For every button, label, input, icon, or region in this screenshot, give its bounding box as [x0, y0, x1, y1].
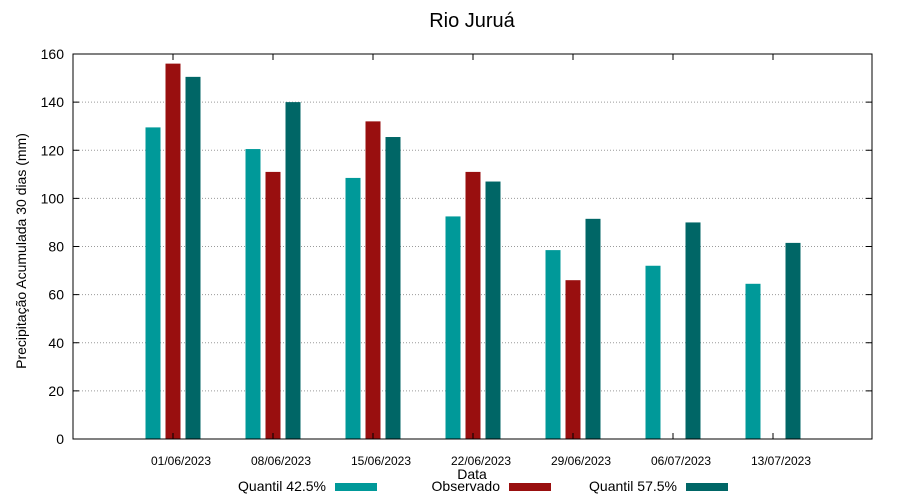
bar — [165, 63, 181, 439]
bar — [445, 216, 461, 439]
bar — [585, 218, 601, 439]
bar — [545, 250, 561, 439]
x-tick-label: 06/07/2023 — [651, 454, 711, 468]
y-tick-label: 20 — [48, 383, 64, 399]
bar — [145, 127, 161, 439]
x-tick-label: 29/06/2023 — [551, 454, 611, 468]
bar — [645, 265, 661, 439]
bar — [285, 102, 301, 439]
chart-title: Rio Juruá — [429, 10, 515, 32]
bar — [745, 283, 761, 439]
bar — [185, 76, 201, 439]
bar — [785, 242, 801, 439]
y-tick-label: 0 — [56, 431, 64, 447]
x-tick-label: 15/06/2023 — [351, 454, 411, 468]
bar — [365, 121, 381, 439]
legend-swatch — [686, 483, 728, 491]
bar — [565, 280, 581, 439]
y-tick-label: 100 — [41, 190, 65, 206]
x-axis-label: Data — [457, 466, 487, 482]
y-tick-label: 40 — [48, 335, 64, 351]
legend: Quantil 42.5% Observado Quantil 57.5% — [238, 478, 728, 494]
x-tick-label: 13/07/2023 — [751, 454, 811, 468]
x-tick-label: 01/06/2023 — [151, 454, 211, 468]
y-tick-label: 140 — [41, 94, 65, 110]
bar — [465, 171, 481, 439]
bar — [385, 137, 401, 439]
legend-swatch — [335, 483, 377, 491]
bar — [265, 171, 281, 439]
bar — [685, 222, 701, 439]
bars — [145, 63, 801, 439]
legend-label: Quantil 42.5% — [238, 478, 326, 494]
y-tick-label: 160 — [41, 46, 65, 62]
bar — [485, 181, 501, 439]
x-tick-label: 22/06/2023 — [451, 454, 511, 468]
x-tick-label: 08/06/2023 — [251, 454, 311, 468]
legend-swatch — [509, 483, 551, 491]
bar — [345, 177, 361, 439]
axis-ticks: 0 20 40 60 80 100 120 140 160 01/06/2023 08/06/202… — [41, 46, 872, 468]
y-axis-label: Precipitação Acumulada 30 dias (mm) — [13, 133, 29, 369]
y-tick-label: 80 — [48, 239, 64, 255]
legend-label: Observado — [432, 478, 501, 494]
y-tick-label: 120 — [41, 142, 65, 158]
y-tick-label: 60 — [48, 287, 64, 303]
legend-label: Quantil 57.5% — [589, 478, 677, 494]
bar — [245, 149, 261, 439]
